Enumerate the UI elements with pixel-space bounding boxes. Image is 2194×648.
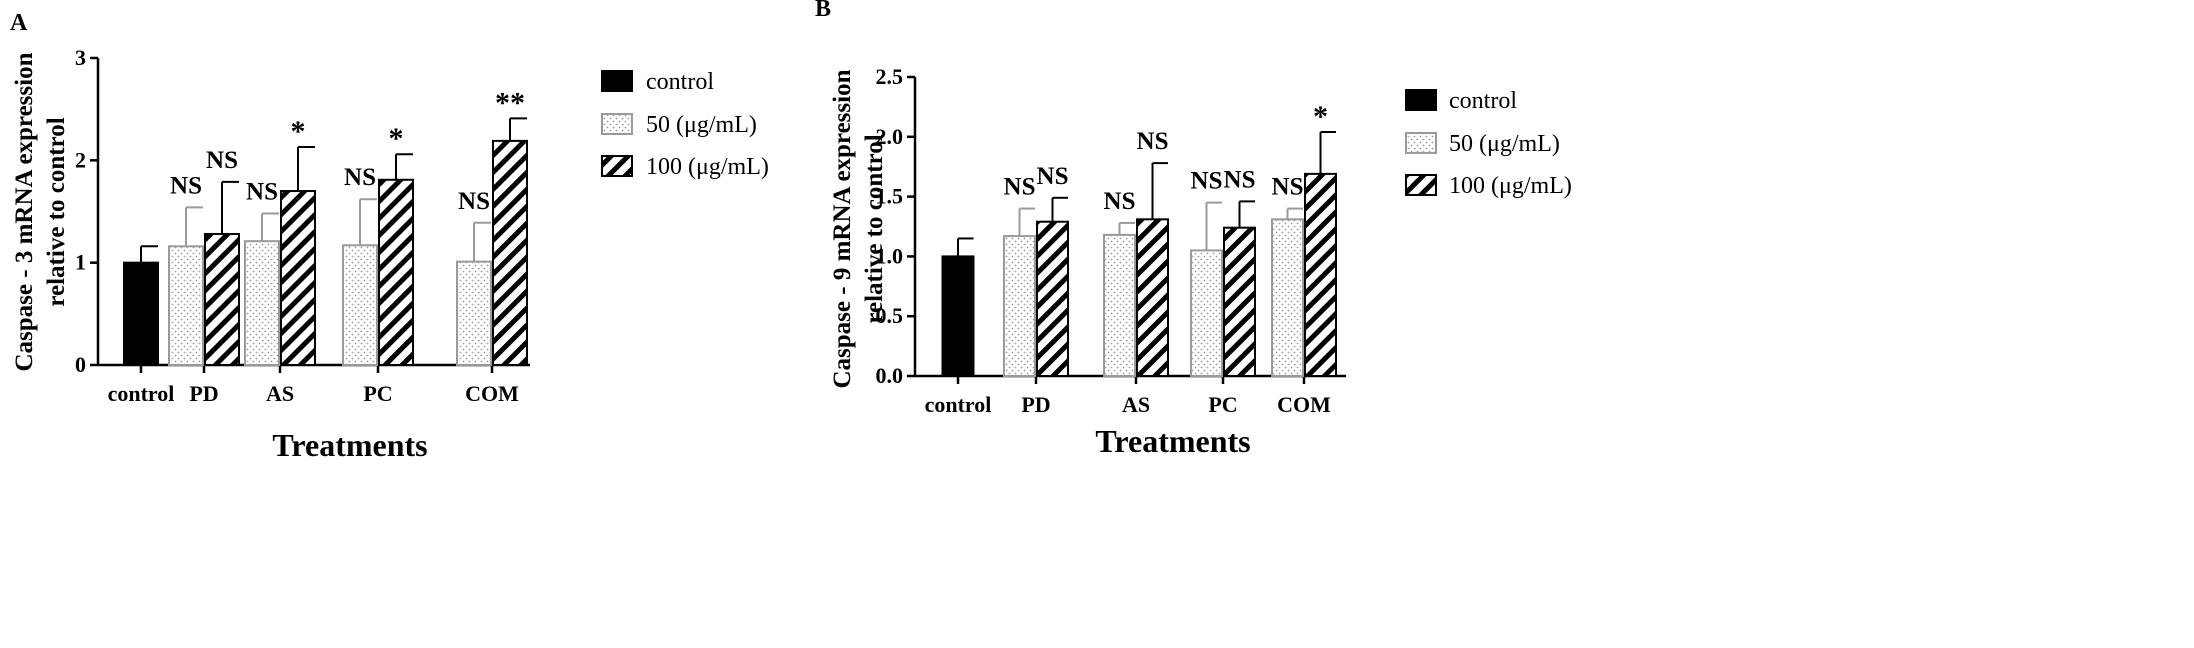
significance-label: NS — [1191, 168, 1223, 195]
x-tick-label: control — [108, 381, 175, 406]
y-axis-label: Caspase - 3 mRNA expression relative to c… — [11, 52, 70, 371]
panel-letter: B — [815, 0, 831, 22]
bar-pc-dots — [342, 244, 378, 367]
x-axis-label: Treatments — [272, 427, 427, 463]
x-tick-label: control — [925, 392, 992, 417]
x-tick-label: PD — [1021, 392, 1050, 417]
legend-label: 50 (μg/mL) — [646, 112, 757, 138]
significance-label: NS — [170, 172, 202, 199]
bar-control-solid — [123, 261, 159, 366]
bar-control-solid — [941, 255, 975, 377]
bar-as-dots — [1103, 233, 1136, 377]
significance-label: NS — [1272, 174, 1304, 201]
significance-label: NS — [1037, 163, 1069, 190]
bar-pd-dots — [1003, 235, 1036, 377]
y-tick-label: 0.0 — [876, 363, 904, 388]
x-tick-label: AS — [1122, 392, 1150, 417]
x-tick-label: COM — [1277, 392, 1331, 417]
significance-label: NS — [206, 147, 238, 174]
y-tick-label: 1 — [75, 250, 86, 275]
bar-pd-hatch — [1036, 220, 1069, 377]
legend-label: 100 (μg/mL) — [646, 154, 769, 180]
legend-label: control — [646, 69, 714, 95]
legend-swatch-hatch — [601, 155, 633, 177]
y-tick-label: 2.0 — [876, 124, 904, 149]
bar-pc-hatch — [378, 178, 414, 366]
legend-swatch-dots — [601, 113, 633, 135]
legend-swatch-solid — [1405, 89, 1437, 111]
significance-label: NS — [1137, 128, 1169, 155]
legend: control 50 (μg/mL) 100 (μg/mL) — [1405, 88, 1572, 199]
bar-pc-hatch — [1223, 226, 1256, 377]
bar-pc-dots — [1190, 249, 1223, 377]
legend-label: 50 (μg/mL) — [1449, 131, 1560, 157]
x-tick-label: AS — [266, 381, 294, 406]
y-axis-label-line: Caspase - 9 mRNA expression — [829, 69, 856, 388]
y-axis-label-line: Caspase - 3 mRNA expression — [11, 52, 38, 371]
y-tick-label: 2 — [75, 147, 86, 172]
y-tick-label: 3 — [75, 45, 86, 70]
bar-as-hatch — [1136, 218, 1169, 377]
y-axis-label-line: relative to control — [861, 134, 888, 323]
legend-swatch-dots — [1405, 132, 1437, 154]
bar-as-hatch — [280, 190, 316, 366]
x-axis-label: Treatments — [1095, 423, 1250, 459]
bar-com-dots — [456, 260, 492, 367]
significance-label: * — [291, 115, 306, 148]
legend-label: 100 (μg/mL) — [1449, 173, 1572, 199]
x-tick-label: PC — [1208, 392, 1237, 417]
significance-label: NS — [1104, 188, 1136, 215]
significance-label: * — [389, 122, 404, 155]
significance-label: NS — [458, 188, 490, 215]
x-tick-label: PC — [363, 381, 392, 406]
y-tick-label: 0.5 — [876, 303, 904, 328]
legend-swatch-solid — [601, 70, 633, 92]
y-tick-label: 1.5 — [876, 184, 904, 209]
legend-label: control — [1449, 88, 1517, 114]
x-tick-label: COM — [465, 381, 519, 406]
significance-label: NS — [246, 179, 278, 206]
panel-letter: A — [10, 10, 28, 36]
significance-label: NS — [1004, 174, 1036, 201]
bar-as-dots — [244, 240, 280, 366]
significance-label: ** — [495, 86, 525, 119]
bar-com-hatch — [1304, 172, 1337, 377]
bar-pd-hatch — [204, 233, 240, 366]
y-axis-label: Caspase - 9 mRNA expression relative to c… — [829, 69, 888, 388]
y-tick-label: 0 — [75, 352, 86, 377]
bar-pd-dots — [168, 245, 204, 366]
bar-com-hatch — [492, 139, 528, 366]
bar-com-dots — [1271, 218, 1304, 377]
significance-label: * — [1313, 100, 1328, 133]
legend-swatch-hatch — [1405, 174, 1437, 196]
y-axis-label-line: relative to control — [43, 117, 70, 306]
legend: control 50 (μg/mL) 100 (μg/mL) — [601, 69, 769, 180]
y-tick-label: 2.5 — [876, 64, 904, 89]
significance-label: NS — [344, 164, 376, 191]
x-tick-label: PD — [189, 381, 218, 406]
significance-label: NS — [1224, 166, 1256, 193]
y-tick-label: 1.0 — [876, 243, 904, 268]
